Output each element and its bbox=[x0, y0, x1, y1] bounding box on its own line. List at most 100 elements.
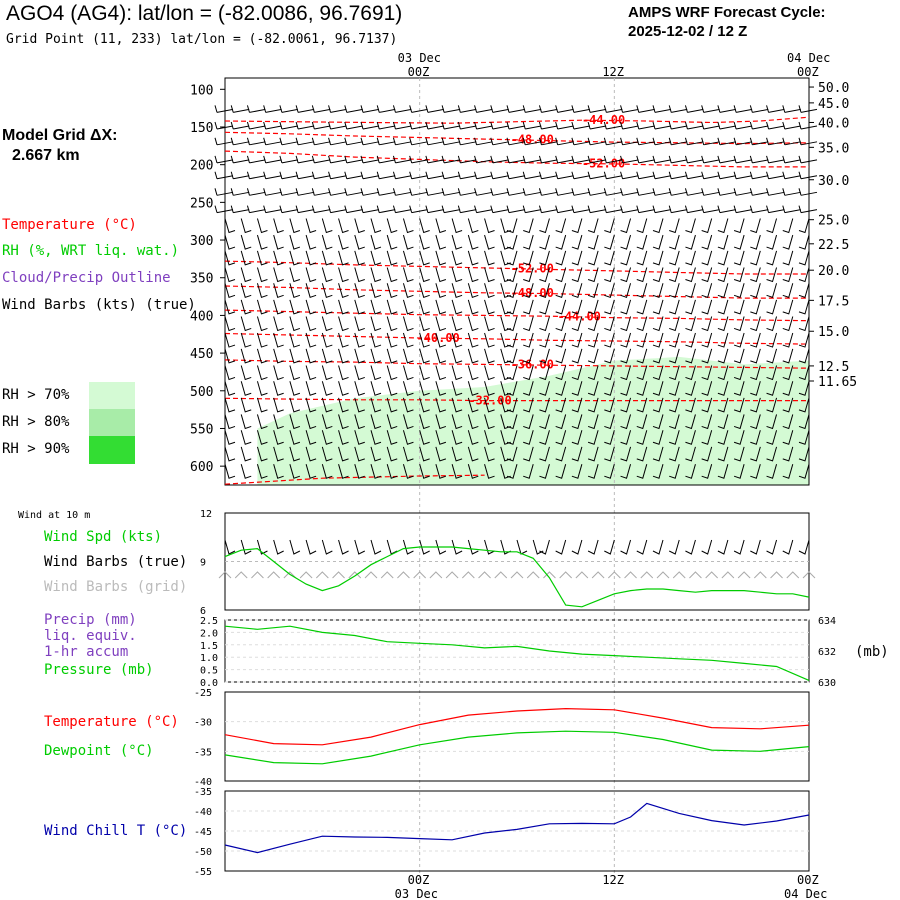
sfc-wind-barb-true bbox=[587, 539, 599, 555]
wind-barb bbox=[636, 299, 648, 315]
wind-barb bbox=[246, 121, 266, 130]
sfc-wind-barb-true bbox=[273, 539, 284, 555]
wind-barb bbox=[733, 188, 753, 196]
sfc-wind-barb-grid bbox=[607, 571, 621, 579]
wind-barb bbox=[506, 105, 526, 113]
wind-barb bbox=[750, 316, 761, 332]
wind-barb bbox=[256, 316, 268, 332]
wind-barb bbox=[652, 381, 664, 396]
wind-barb bbox=[354, 250, 365, 266]
legend-accum: 1-hr accum bbox=[44, 644, 129, 660]
wind-barb bbox=[214, 137, 234, 146]
sfc-pressure-tick-label: 632 bbox=[818, 647, 836, 658]
wind-barb bbox=[620, 397, 632, 413]
wind-barb bbox=[506, 397, 518, 413]
wind-barb bbox=[782, 218, 794, 234]
wind-barb bbox=[295, 137, 315, 146]
wind-barb bbox=[305, 446, 317, 462]
temp-tick-label: -40 bbox=[194, 777, 212, 788]
wind-barb bbox=[652, 250, 664, 266]
wind-barb bbox=[701, 348, 713, 364]
wind-barb bbox=[224, 381, 236, 396]
wind-barb bbox=[224, 267, 236, 283]
wind-tick-label: 9 bbox=[200, 558, 206, 569]
wind-barb bbox=[701, 365, 713, 381]
wind-barb bbox=[798, 218, 810, 234]
wind-barb bbox=[305, 381, 317, 396]
wind-barb bbox=[490, 121, 509, 130]
wind-barb bbox=[750, 299, 761, 315]
wind-barb bbox=[457, 137, 477, 146]
wind-barb bbox=[484, 332, 495, 348]
wind-barb bbox=[467, 250, 479, 266]
wind-barb bbox=[484, 446, 495, 462]
isotherm-label: -36.00 bbox=[511, 358, 554, 372]
wind-barb bbox=[620, 250, 632, 266]
wind-barb bbox=[523, 267, 534, 283]
wind-barb bbox=[668, 121, 688, 130]
chart-title: AGO4 (AG4): lat/lon = (-82.0086, 96.7691… bbox=[6, 2, 403, 25]
wind-barb bbox=[392, 205, 412, 214]
height-tick-label: 50.0 bbox=[818, 81, 849, 96]
wind-barb bbox=[782, 332, 794, 348]
wind-barb bbox=[263, 105, 282, 113]
wind-barb bbox=[370, 414, 382, 430]
wind-barb bbox=[409, 155, 428, 164]
wind-barb bbox=[467, 316, 479, 332]
wind-barb bbox=[782, 105, 801, 113]
wind-barb bbox=[295, 121, 315, 130]
wind-barb bbox=[587, 267, 599, 283]
wind-barb bbox=[370, 464, 382, 479]
wind-barb bbox=[435, 234, 447, 250]
wind-barb bbox=[370, 267, 382, 283]
wind-barb bbox=[506, 381, 518, 396]
wind-barb bbox=[538, 188, 558, 196]
sfc-wind-barb-true bbox=[782, 539, 794, 555]
wind-barb bbox=[539, 250, 550, 266]
wind-barb bbox=[717, 234, 729, 250]
wind-barb bbox=[669, 381, 680, 396]
wind-barb bbox=[263, 188, 282, 196]
wind-barb bbox=[321, 299, 333, 315]
wind-barb bbox=[506, 316, 518, 332]
wind-barb bbox=[749, 137, 769, 146]
wind-barb bbox=[604, 446, 615, 462]
wind-barb bbox=[798, 234, 810, 250]
wind-barb bbox=[490, 205, 509, 214]
wind-barb bbox=[798, 283, 810, 298]
wind-barb bbox=[256, 299, 268, 315]
wind-barb bbox=[571, 430, 583, 445]
wind-barb bbox=[620, 464, 632, 479]
wind-barb bbox=[587, 250, 599, 266]
wind-barb bbox=[782, 464, 794, 479]
wind-barb bbox=[733, 446, 745, 462]
wind-barb bbox=[246, 188, 266, 196]
sfc-wind-barb-grid bbox=[397, 571, 410, 579]
wind-barb bbox=[256, 446, 268, 462]
wind-barb bbox=[354, 218, 365, 234]
wind-barb bbox=[435, 397, 447, 413]
wind-barb bbox=[256, 381, 268, 396]
wind-barb bbox=[620, 121, 639, 130]
wind-barb bbox=[360, 155, 380, 164]
wind-barb bbox=[338, 397, 349, 413]
wind-barb bbox=[224, 414, 236, 430]
wind-barb bbox=[555, 316, 567, 332]
sfc-wind-barb-true bbox=[604, 539, 615, 555]
wind-barb bbox=[604, 250, 615, 266]
wind-barb bbox=[717, 137, 736, 146]
wind-barb bbox=[240, 250, 252, 266]
wind-barb bbox=[360, 137, 380, 146]
wind-barb bbox=[750, 365, 761, 381]
height-tick-label: 15.0 bbox=[818, 325, 849, 340]
wind-barb bbox=[620, 105, 639, 113]
pressure-unit-label: (mb) bbox=[855, 644, 889, 660]
wind-barb bbox=[484, 414, 495, 430]
wind-barb bbox=[289, 430, 301, 445]
wind-barb bbox=[506, 299, 518, 315]
wind-barb bbox=[539, 283, 550, 298]
pressure-tick-label: 150 bbox=[190, 121, 213, 136]
wind-barb bbox=[214, 171, 234, 180]
wind-barb bbox=[305, 464, 317, 479]
wind-barb bbox=[370, 218, 382, 234]
